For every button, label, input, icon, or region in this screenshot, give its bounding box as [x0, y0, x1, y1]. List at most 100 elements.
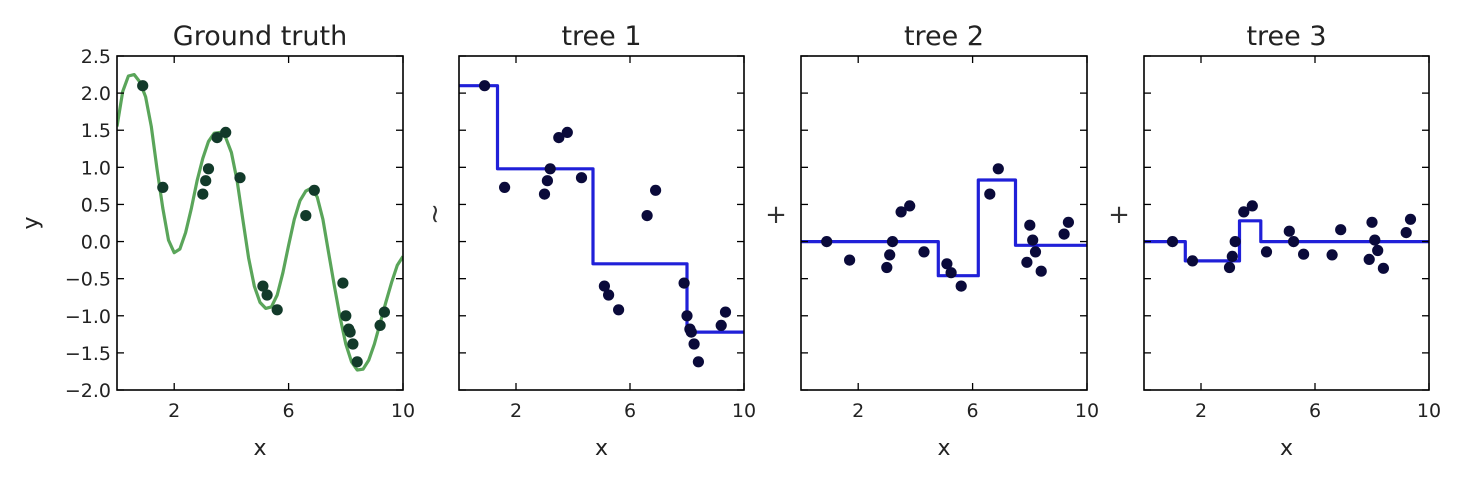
- plot-area: [1144, 200, 1429, 274]
- data-point: [1229, 236, 1241, 248]
- y-tick-label: −1.0: [65, 306, 111, 328]
- axes-frame: [116, 55, 404, 391]
- approx-operator: ~: [420, 203, 450, 225]
- data-point: [561, 126, 573, 138]
- data-point: [351, 356, 363, 368]
- x-tick-label: 2: [510, 400, 522, 422]
- data-point: [955, 280, 967, 292]
- data-point: [211, 132, 223, 144]
- data-point: [895, 206, 907, 218]
- data-point: [1035, 265, 1047, 277]
- plus-operator: +: [765, 200, 787, 230]
- data-point: [202, 163, 215, 175]
- x-tick-label: 10: [391, 400, 415, 422]
- data-point: [378, 306, 390, 318]
- y-axis-label: y: [19, 216, 44, 229]
- data-point: [715, 319, 727, 331]
- data-point: [340, 310, 352, 322]
- x-tick-label: 2: [1195, 400, 1207, 422]
- data-point: [1260, 246, 1273, 258]
- data-point: [884, 249, 896, 261]
- x-tick-label: 2: [168, 400, 180, 422]
- x-axis-label: x: [253, 436, 266, 461]
- data-point: [220, 126, 232, 138]
- subplot-1: −2.0 −1.5 −1.0 −0.5 0.0 0.5 1.0 1.5 2.0 2.5 2 6 10 Gr…: [65, 21, 415, 461]
- subplot-title: tree 2: [904, 21, 984, 52]
- data-point: [1029, 246, 1042, 258]
- data-point: [992, 163, 1004, 175]
- x-tick-label: 10: [1417, 400, 1441, 422]
- data-point: [904, 200, 916, 212]
- data-point: [197, 188, 209, 200]
- data-point: [681, 310, 693, 322]
- data-point: [1404, 213, 1417, 225]
- x-axis-label: x: [937, 436, 950, 461]
- subplot-3: 2 6 10 tree 2 x: [800, 21, 1099, 461]
- plot-area: [801, 163, 1087, 292]
- data-point: [719, 306, 732, 318]
- axes-frame: [1143, 55, 1430, 391]
- data-point: [1021, 256, 1033, 268]
- x-axis-label: x: [595, 436, 608, 461]
- data-point: [1400, 227, 1412, 239]
- data-point: [1238, 206, 1250, 218]
- data-point: [1024, 219, 1036, 231]
- x-tick-label: 10: [732, 400, 756, 422]
- data-point: [1027, 234, 1039, 246]
- data-point: [1062, 216, 1074, 228]
- y-tick-label: 1.0: [81, 157, 111, 179]
- data-point: [650, 184, 662, 196]
- data-point: [881, 261, 893, 274]
- data-point: [685, 326, 697, 338]
- data-point: [945, 267, 957, 279]
- data-point: [1186, 255, 1199, 267]
- data-point: [1226, 250, 1238, 262]
- data-point: [1363, 253, 1375, 265]
- y-tick-label: 0.0: [81, 232, 111, 254]
- subplot-title: Ground truth: [173, 21, 347, 52]
- data-point: [613, 304, 625, 316]
- data-point: [1377, 262, 1389, 274]
- data-point: [137, 80, 149, 92]
- data-point: [886, 236, 899, 248]
- y-tick-label: −1.5: [65, 343, 111, 365]
- data-point: [678, 277, 690, 289]
- data-point: [1369, 234, 1381, 246]
- data-point: [1058, 228, 1070, 240]
- data-point: [234, 172, 246, 184]
- y-tick-label: 2.0: [81, 83, 111, 105]
- y-tick-label: −0.5: [65, 269, 111, 291]
- data-point: [1283, 225, 1295, 237]
- subplot-2: 2 6 10 tree 1 x: [458, 21, 756, 461]
- data-point: [538, 188, 551, 200]
- data-point: [1326, 249, 1338, 261]
- data-point: [692, 356, 705, 368]
- data-point: [374, 319, 386, 331]
- x-tick-label: 6: [967, 400, 979, 422]
- x-tick-label: 6: [624, 400, 636, 422]
- data-point: [541, 175, 554, 187]
- data-point: [918, 246, 930, 258]
- axes-frame: [458, 55, 745, 391]
- data-point: [261, 289, 273, 301]
- tree-step-line: [801, 178, 1087, 278]
- data-point: [1335, 224, 1347, 236]
- data-point: [1288, 236, 1300, 248]
- data-point: [347, 338, 359, 350]
- data-point: [641, 210, 653, 222]
- data-point: [1246, 200, 1258, 212]
- data-point: [1298, 248, 1310, 260]
- data-point: [308, 184, 320, 196]
- plus-operator: +: [1108, 200, 1130, 230]
- data-point: [1223, 261, 1236, 274]
- data-point: [200, 175, 212, 187]
- subplot-title: tree 3: [1246, 21, 1326, 52]
- data-point: [598, 280, 611, 292]
- y-tick-label: 0.5: [81, 194, 111, 216]
- y-tick-label: 1.5: [81, 120, 111, 142]
- data-point: [271, 304, 283, 316]
- y-tick-label: 2.5: [81, 46, 111, 68]
- y-tick-label: −2.0: [65, 380, 111, 402]
